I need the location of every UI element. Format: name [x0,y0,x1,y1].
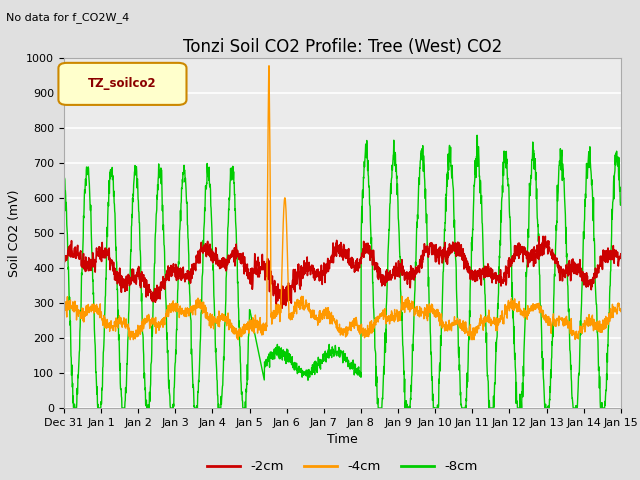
Legend: -2cm, -4cm, -8cm: -2cm, -4cm, -8cm [202,455,483,479]
-8cm [331,347,339,352]
-4cm [602,324,609,330]
-8cm [89,278,97,284]
-4cm [265,63,273,69]
-4cm [88,301,96,307]
-2cm [601,259,609,264]
-2cm [88,262,96,267]
X-axis label: Time: Time [327,433,358,446]
-2cm [617,251,625,257]
-2cm [316,277,324,283]
Title: Tonzi Soil CO2 Profile: Tree (West) CO2: Tonzi Soil CO2 Profile: Tree (West) CO2 [183,38,502,56]
-8cm [602,403,609,408]
-8cm [60,161,68,167]
-4cm [127,337,134,343]
-8cm [499,169,507,175]
-2cm [499,278,506,284]
Y-axis label: Soil CO2 (mV): Soil CO2 (mV) [8,189,20,276]
-8cm [70,405,77,411]
-4cm [601,325,609,331]
Line: -8cm: -8cm [64,135,621,408]
Line: -2cm: -2cm [64,236,621,308]
-4cm [617,309,625,314]
-8cm [473,132,481,138]
-4cm [317,318,324,324]
-8cm [316,363,324,369]
-2cm [331,244,339,250]
-2cm [60,255,68,261]
FancyBboxPatch shape [58,63,186,105]
-4cm [499,321,507,326]
-2cm [540,233,547,239]
Line: -4cm: -4cm [64,66,621,340]
-2cm [278,305,286,311]
Text: TZ_soilco2: TZ_soilco2 [88,77,157,90]
-4cm [60,312,68,318]
Text: No data for f_CO2W_4: No data for f_CO2W_4 [6,12,130,23]
-4cm [332,318,339,324]
-8cm [601,398,609,404]
-8cm [617,200,625,206]
-2cm [602,256,609,262]
